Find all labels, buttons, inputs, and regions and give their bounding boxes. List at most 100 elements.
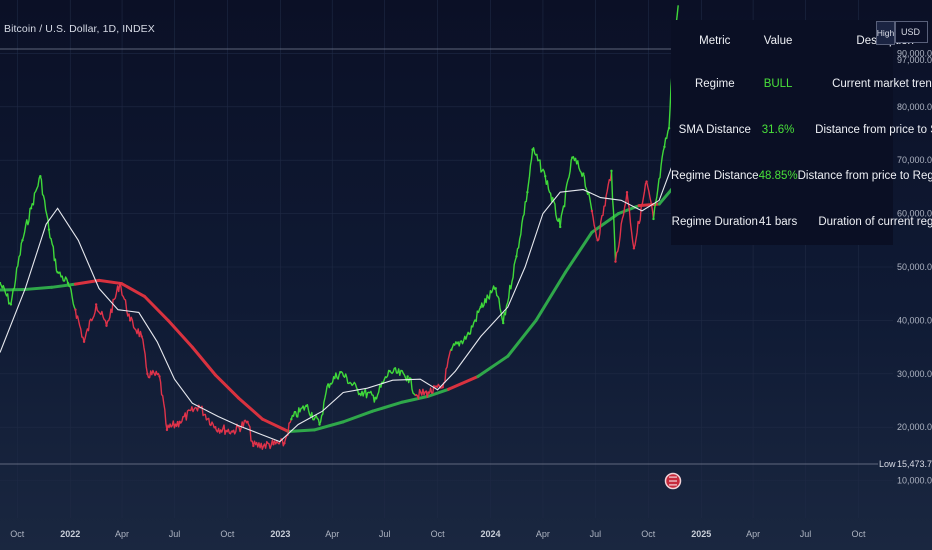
price-point (252, 444, 255, 448)
price-point (82, 340, 86, 343)
price-point (0, 281, 2, 285)
price-point (479, 305, 482, 309)
price-segment (21, 207, 32, 241)
metrics-row-regime: Regime BULL Current market trend (671, 61, 932, 107)
price-point (21, 239, 24, 242)
price-segment (663, 127, 670, 147)
metric-label: Regime (694, 78, 735, 90)
header-metric: Metric (699, 34, 731, 47)
price-segment (374, 369, 391, 400)
metric-description: Duration of current regime (818, 216, 932, 228)
price-segment (30, 175, 41, 209)
price-point (610, 169, 613, 173)
regime-ma-segment (506, 318, 538, 358)
price-point (165, 428, 169, 432)
price-segment (146, 369, 161, 379)
regime-ma-segment (119, 282, 147, 298)
price-segment (591, 210, 599, 241)
price-point (214, 426, 217, 429)
x-tick-label: Jul (169, 529, 181, 539)
price-point (9, 303, 13, 306)
x-tick-label: Apr (536, 529, 550, 539)
price-point (305, 404, 308, 408)
high-price-tag[interactable]: High (876, 21, 895, 45)
regime-ma-segment (190, 345, 217, 377)
price-segment (318, 384, 329, 425)
x-axis: Oct 2022 Apr Jul Oct 2023 Apr Jul Oct 2024 Apr Jul O… (10, 529, 866, 539)
regime-ma-segment (371, 400, 404, 413)
metric-label: SMA Distance (678, 124, 751, 136)
price-point (494, 287, 497, 290)
x-tick-label: Apr (115, 529, 129, 539)
regime-ma-segment (143, 294, 170, 322)
x-tick-label: Oct (10, 529, 25, 539)
price-segment (416, 388, 430, 400)
price-point (272, 443, 275, 446)
regime-ma-segment (400, 394, 430, 404)
regime-ma-segment (534, 270, 567, 322)
metric-value: BULL (763, 78, 793, 90)
price-segment (614, 192, 628, 262)
price-point (450, 348, 453, 351)
price-segment (305, 404, 321, 425)
regime-ma-segment (447, 374, 480, 391)
price-segment (105, 282, 121, 326)
price-point (571, 156, 574, 159)
x-tick-label: Oct (641, 529, 656, 539)
price-segment (252, 439, 275, 450)
price-point (582, 172, 585, 175)
price-point (246, 420, 249, 424)
price-segment (406, 376, 417, 396)
metric-description: Distance from price to SMA (815, 124, 932, 136)
price-point (526, 191, 529, 194)
price-segment (571, 156, 584, 178)
price-segment (531, 147, 546, 177)
regime-ma-segment (426, 387, 451, 398)
price-point (146, 372, 149, 376)
price-point (531, 148, 534, 151)
price-point (39, 175, 42, 178)
regime-ma-segment (312, 420, 345, 432)
x-tick-label: Jul (379, 529, 391, 539)
currency-button[interactable]: USD (895, 21, 928, 43)
price-point (415, 393, 418, 397)
regime-ma-segment (341, 409, 375, 424)
price-point (283, 442, 286, 445)
y-tick-label: 10,000.00 (897, 476, 932, 486)
price-point (544, 175, 547, 178)
price-segment (389, 367, 409, 382)
price-segment (356, 388, 377, 403)
price-segment (246, 421, 254, 447)
metrics-row-sma-distance: SMA Distance 31.6% Distance from price t… (671, 107, 932, 153)
price-point (468, 332, 471, 335)
price-segment (559, 157, 573, 228)
y-tick-label: 60,000.00 (897, 209, 932, 219)
price-point (515, 255, 518, 258)
price-point (663, 145, 666, 149)
x-tick-label: Oct (851, 529, 866, 539)
price-segment (198, 405, 216, 429)
price-segment (158, 376, 168, 431)
price-segment (450, 331, 470, 351)
price-segment (526, 149, 534, 193)
metric-description: Distance from price to Regime MA (797, 170, 932, 182)
price-segment (645, 181, 655, 219)
price-point (427, 391, 430, 394)
price-segment (179, 405, 200, 424)
low-price-value: 15,473.78 (897, 459, 932, 469)
price-segment (10, 240, 24, 305)
price-point (388, 369, 391, 373)
price-point (625, 191, 629, 194)
x-tick-label: Oct (431, 529, 446, 539)
price-segment (0, 282, 12, 305)
price-segment (544, 176, 561, 228)
price-segment (480, 285, 497, 308)
price-segment (166, 420, 181, 431)
price-segment (633, 181, 648, 249)
event-marker-icon[interactable] (664, 472, 682, 490)
y-axis: 10,000.00 20,000.00 30,000.00 40,000.00 50,0… (897, 48, 932, 485)
price-segment (283, 418, 292, 444)
sma-path (0, 149, 679, 443)
